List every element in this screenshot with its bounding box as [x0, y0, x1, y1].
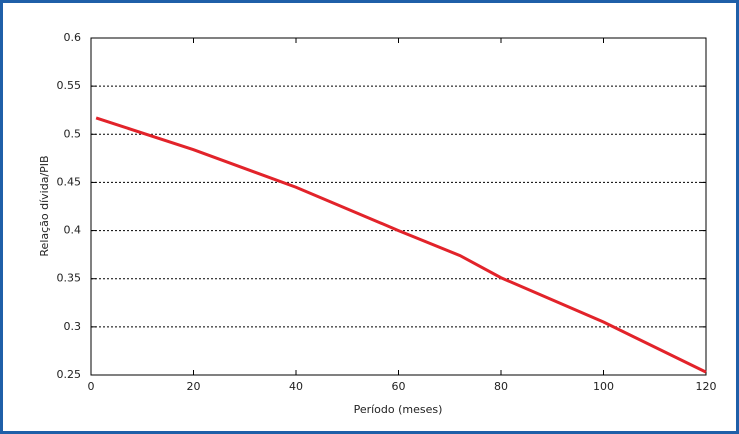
- y-axis-label: Relação dívida/PIB: [38, 155, 51, 256]
- x-tick-label: 100: [593, 380, 614, 393]
- y-tick-label: 0.55: [57, 79, 82, 92]
- x-tick-label: 40: [289, 380, 303, 393]
- x-tick-label: 60: [392, 380, 406, 393]
- y-tick-label: 0.25: [57, 368, 82, 381]
- y-tick-label: 0.4: [64, 224, 82, 237]
- y-tick-label: 0.3: [64, 320, 82, 333]
- y-tick-label: 0.35: [57, 272, 82, 285]
- line: [95, 116, 707, 374]
- y-tick-label: 0.5: [64, 127, 82, 140]
- x-tick-label: 20: [187, 380, 201, 393]
- x-tick-label: 80: [494, 380, 508, 393]
- y-tick-label: 0.45: [57, 175, 82, 188]
- x-axis-label: Período (meses): [354, 403, 443, 416]
- x-tick-label: 0: [88, 380, 95, 393]
- x-tick-label: 120: [696, 380, 717, 393]
- y-tick-label: 0.6: [64, 31, 82, 44]
